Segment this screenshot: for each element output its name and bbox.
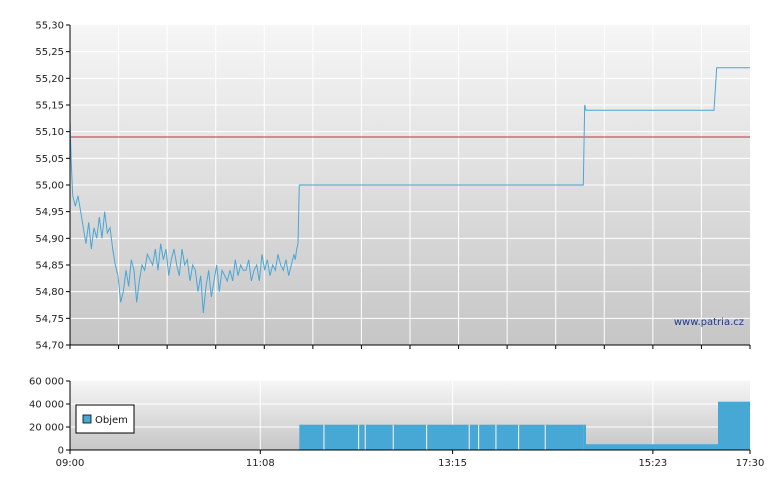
volume-bar bbox=[714, 444, 718, 450]
legend-label-objem: Objem bbox=[95, 415, 128, 426]
volume-bar bbox=[299, 424, 584, 450]
volume-y-tick-label: 60 000 bbox=[29, 377, 64, 388]
volume-x-tick-label: 09:00 bbox=[56, 458, 85, 469]
price-y-tick-labels: 55,30 55,25 55,20 55,15 55,10 55,05 55,00 54,95… bbox=[35, 21, 70, 352]
volume-bar-gap bbox=[478, 424, 480, 450]
volume-bar-gap bbox=[518, 424, 520, 450]
volume-bar bbox=[583, 424, 586, 450]
volume-bar-gap bbox=[364, 424, 366, 450]
price-axes bbox=[69, 25, 751, 349]
volume-axes bbox=[69, 381, 750, 451]
price-y-tick-label: 55,15 bbox=[35, 101, 64, 112]
price-y-tick-label: 55,00 bbox=[35, 181, 64, 192]
legend-swatch-objem bbox=[82, 414, 92, 424]
volume-y-tick-labels: 60 000 40 000 20 000 0 bbox=[29, 377, 70, 457]
volume-bar-gap bbox=[392, 424, 394, 450]
price-y-tick-label: 55,05 bbox=[35, 154, 64, 165]
volume-bar-gap bbox=[495, 424, 497, 450]
legend: Objem bbox=[75, 404, 135, 434]
volume-y-tick-label: 20 000 bbox=[29, 423, 64, 434]
price-y-tick-label: 54,70 bbox=[35, 341, 64, 352]
price-y-tick-label: 54,85 bbox=[35, 261, 64, 272]
volume-x-tick-label: 17:30 bbox=[736, 458, 765, 469]
price-y-tick-label: 54,80 bbox=[35, 287, 64, 298]
price-y-tick-label: 54,90 bbox=[35, 234, 64, 245]
volume-x-tick-label: 13:15 bbox=[438, 458, 467, 469]
volume-y-tick-label: 40 000 bbox=[29, 400, 64, 411]
volume-bar-gap bbox=[323, 424, 325, 450]
price-y-tick-label: 54,75 bbox=[35, 314, 64, 325]
watermark-text: www.patria.cz bbox=[674, 317, 744, 328]
volume-panel: 60 000 40 000 20 000 0 09:00 11:08 13:15 15:23… bbox=[29, 377, 764, 470]
price-y-tick-label: 54,95 bbox=[35, 207, 64, 218]
volume-bar-gap bbox=[544, 424, 546, 450]
volume-y-tick-label: 0 bbox=[58, 446, 64, 457]
price-y-tick-label: 55,25 bbox=[35, 47, 64, 58]
volume-x-tick-label: 15:23 bbox=[638, 458, 667, 469]
price-y-tick-label: 55,10 bbox=[35, 127, 64, 138]
price-panel: 55,30 55,25 55,20 55,15 55,10 55,05 55,00 54,95… bbox=[35, 21, 751, 352]
volume-x-tick-label: 11:08 bbox=[246, 458, 275, 469]
volume-x-tick-labels: 09:00 11:08 13:15 15:23 17:30 bbox=[56, 450, 765, 469]
price-series-line bbox=[69, 67, 750, 314]
price-y-tick-label: 55,20 bbox=[35, 74, 64, 85]
volume-bars bbox=[299, 401, 750, 450]
volume-bar-gap bbox=[358, 424, 360, 450]
volume-bar-gap bbox=[426, 424, 428, 450]
volume-bar bbox=[586, 444, 714, 450]
price-y-tick-label: 55,30 bbox=[35, 21, 64, 32]
volume-bar-gap bbox=[468, 424, 470, 450]
volume-bar bbox=[718, 401, 750, 450]
